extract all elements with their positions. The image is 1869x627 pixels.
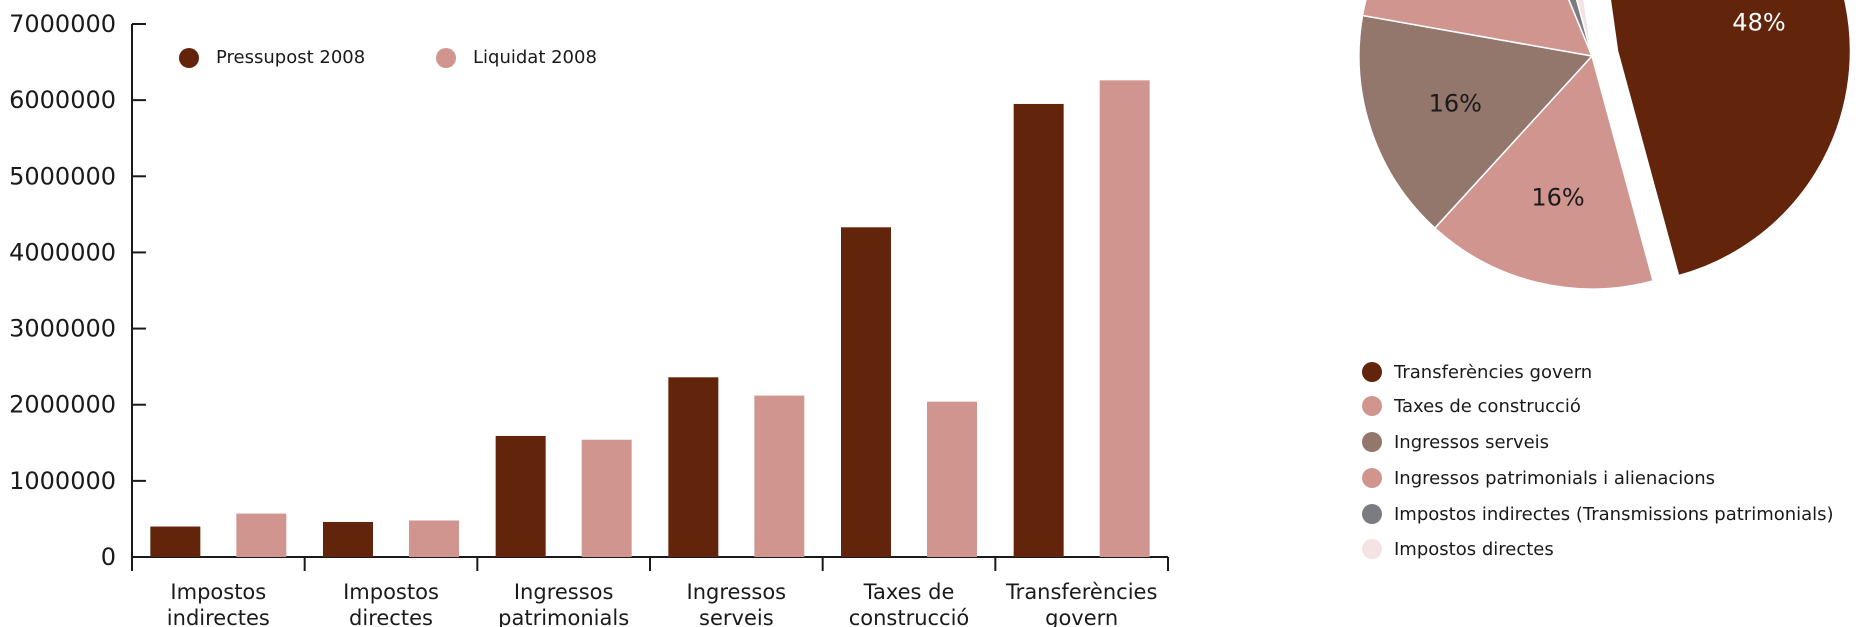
y-tick-label: 0	[101, 543, 116, 571]
bar	[1013, 103, 1064, 557]
pie-slice	[1358, 14, 1594, 230]
pie-data-label: 16%	[1429, 90, 1482, 118]
y-tick-label: 5000000	[9, 162, 116, 190]
bar	[323, 521, 373, 557]
bar	[236, 513, 287, 557]
legend-marker	[1362, 396, 1382, 416]
legend-marker	[1362, 362, 1382, 382]
x-tick-label: serveis	[699, 606, 774, 627]
legend-label: Impostos indirectes (Transmissions patri…	[1394, 504, 1834, 525]
x-tick-label: Impostos	[343, 580, 439, 604]
legend-marker	[179, 48, 199, 68]
legend-label: Ingressos patrimonials i alienacions	[1394, 468, 1715, 489]
y-tick-label: 4000000	[9, 238, 116, 266]
legend-label: Transferències govern	[1393, 362, 1592, 383]
x-tick-label: Impostos	[170, 580, 266, 604]
legend-marker	[1362, 468, 1382, 488]
y-tick-label: 7000000	[9, 10, 116, 38]
bar-chart: 0 1000000 2000000 3000000 4000000 5000000 6000…	[9, 10, 1169, 627]
y-tick-label: 1000000	[9, 467, 116, 495]
pie-data-label: 48%	[1732, 9, 1785, 37]
pie-data-label: 16%	[1531, 183, 1584, 211]
pie-slice	[1361, 0, 1594, 57]
legend-marker	[436, 48, 456, 68]
y-tick-label: 6000000	[9, 86, 116, 114]
pie-chart: 48% 16% 16% Transferències govern Taxes de c…	[1358, 0, 1852, 560]
bar	[150, 526, 201, 557]
legend-label: Taxes de construcció	[1393, 396, 1581, 417]
legend-label: Pressupost 2008	[216, 47, 365, 68]
pie-slice	[1609, 0, 1852, 277]
x-tick-label: govern	[1045, 606, 1118, 627]
x-tick-label: Transferències	[1005, 580, 1157, 604]
pie-slice	[1433, 54, 1655, 290]
bar	[495, 435, 546, 557]
legend-marker	[1362, 539, 1382, 559]
y-tick-label: 3000000	[9, 315, 116, 343]
pie-slice	[1568, 0, 1593, 57]
bar	[581, 439, 632, 557]
x-tick-label: Taxes de	[863, 580, 955, 604]
x-tick-label: Ingressos	[687, 580, 787, 604]
legend-marker	[1362, 432, 1382, 452]
pie-slice	[1576, 0, 1593, 57]
bar	[668, 377, 719, 557]
legend-label: Liquidat 2008	[473, 47, 597, 68]
x-tick-label: indirectes	[167, 606, 270, 627]
x-tick-label: directes	[349, 606, 433, 627]
legend-label: Impostos directes	[1394, 539, 1554, 560]
bar	[927, 401, 977, 557]
legend-marker	[1362, 504, 1382, 524]
bar	[1099, 80, 1150, 558]
bar	[841, 227, 891, 557]
legend-label: Ingressos serveis	[1394, 432, 1549, 453]
x-tick-label: Ingressos	[514, 580, 614, 604]
x-tick-label: patrimonials	[498, 606, 629, 627]
bar	[754, 395, 805, 557]
x-tick-label: construcció	[849, 606, 970, 627]
y-tick-label: 2000000	[9, 391, 116, 419]
bar	[409, 520, 459, 557]
